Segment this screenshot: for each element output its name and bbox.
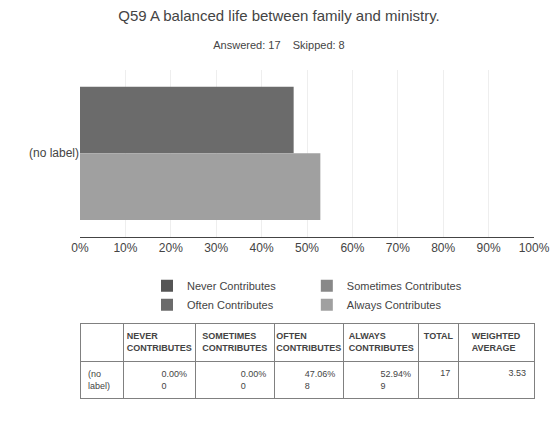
svg-text:30%: 30%: [204, 241, 228, 255]
svg-text:Sometimes Contributes: Sometimes Contributes: [347, 280, 462, 292]
svg-text:Always Contributes: Always Contributes: [347, 299, 442, 311]
svg-text:(no label): (no label): [29, 146, 79, 160]
svg-text:17: 17: [440, 368, 450, 378]
svg-text:50%: 50%: [295, 241, 319, 255]
svg-text:52.94%9: 52.94%9: [380, 369, 411, 391]
svg-text:90%: 90%: [477, 241, 501, 255]
svg-text:Often Contributes: Often Contributes: [187, 299, 274, 311]
svg-text:NEVERCONTRIBUTES: NEVERCONTRIBUTES: [127, 331, 192, 353]
svg-text:47.06%8: 47.06%8: [305, 369, 336, 391]
svg-text:0.00%0: 0.00%0: [241, 369, 267, 391]
svg-text:ALWAYSCONTRIBUTES: ALWAYSCONTRIBUTES: [349, 331, 414, 353]
svg-text:100%: 100%: [519, 241, 550, 255]
svg-text:80%: 80%: [431, 241, 455, 255]
svg-text:60%: 60%: [340, 241, 364, 255]
svg-text:10%: 10%: [113, 241, 137, 255]
svg-text:3.53: 3.53: [508, 368, 526, 378]
svg-text:70%: 70%: [386, 241, 410, 255]
svg-text:(nolabel): (nolabel): [88, 369, 110, 391]
svg-text:OFTENCONTRIBUTES: OFTENCONTRIBUTES: [276, 331, 341, 353]
svg-text:Never Contributes: Never Contributes: [187, 280, 276, 292]
svg-text:40%: 40%: [250, 241, 274, 255]
svg-text:WEIGHTEDAVERAGE: WEIGHTEDAVERAGE: [472, 331, 521, 353]
svg-text:20%: 20%: [159, 241, 183, 255]
svg-text:Q59 A balanced life between fa: Q59 A balanced life between family and m…: [118, 7, 440, 24]
svg-text:0.00%0: 0.00%0: [162, 369, 188, 391]
svg-text:SOMETIMESCONTRIBUTES: SOMETIMESCONTRIBUTES: [202, 331, 267, 353]
svg-text:TOTAL: TOTAL: [424, 331, 454, 341]
svg-text:Answered: 17 Skipped: 8: Answered: 17 Skipped: 8: [213, 39, 344, 51]
svg-text:0%: 0%: [71, 241, 89, 255]
